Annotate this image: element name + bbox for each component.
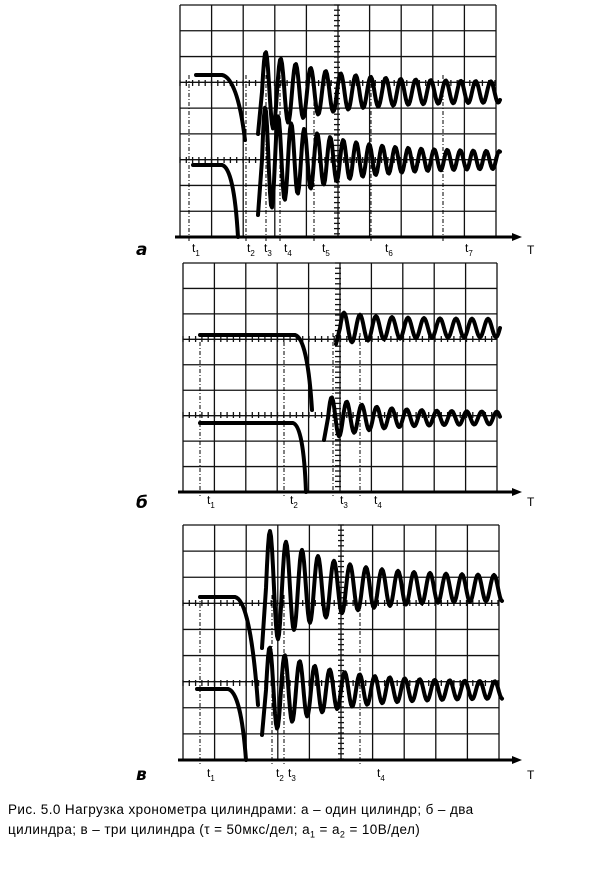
marker-label-index: 4 (377, 501, 382, 510)
time-marker-label: t2 (247, 241, 255, 258)
time-marker-label: t1 (207, 493, 215, 510)
marker-label-index: 2 (279, 774, 284, 783)
marker-label-index: 3 (343, 501, 348, 510)
marker-label-index: 1 (210, 501, 215, 510)
marker-label-index: 2 (293, 501, 298, 510)
signal-trace-2 (191, 105, 502, 239)
time-marker-label: t3 (288, 766, 296, 783)
marker-label-t: t (465, 241, 469, 255)
signal-trace-2 (198, 395, 502, 494)
time-marker-label: t2 (290, 493, 298, 510)
marker-label-t: t (284, 241, 288, 255)
time-marker-label: t1 (192, 241, 200, 258)
signal-trace-1 (198, 310, 502, 412)
marker-label-index: 4 (380, 774, 385, 783)
time-marker-label: t7 (465, 241, 473, 258)
marker-label-index: 6 (388, 249, 393, 258)
caption-subscript: 1 (310, 829, 316, 840)
panel-letter: б (136, 493, 148, 513)
time-marker-label: t6 (385, 241, 393, 258)
marker-label-t: t (385, 241, 389, 255)
figure-caption: Рис. 5.0 Нагрузка хронометра цилиндрами:… (8, 800, 474, 845)
marker-label-t: t (288, 766, 292, 780)
caption-line-2: цилиндра; в – три цилиндра (τ = 50мкс/де… (8, 820, 474, 845)
marker-label-t: t (374, 493, 378, 507)
marker-label-index: 7 (468, 249, 473, 258)
axis-label-T: T (527, 495, 535, 509)
caption-subscript: 2 (339, 829, 346, 840)
marker-label-index: 2 (250, 249, 255, 258)
marker-label-t: t (377, 766, 381, 780)
graticule-grid (179, 4, 497, 238)
time-marker-label: t4 (284, 241, 292, 258)
signal-trace-1 (198, 529, 504, 707)
time-marker-label: t3 (264, 241, 272, 258)
marker-label-index: 3 (267, 249, 272, 258)
marker-label-index: 1 (195, 249, 200, 258)
caption-text: = 10В/дел) (345, 822, 421, 837)
time-marker-label: t5 (322, 241, 330, 258)
axis-label-T: T (527, 243, 535, 257)
time-marker-label: t1 (207, 766, 215, 783)
marker-label-t: t (322, 241, 326, 255)
time-marker-label: t4 (377, 766, 385, 783)
marker-label-t: t (247, 241, 251, 255)
panel-letter: в (136, 765, 147, 785)
axis-arrow-icon (512, 756, 522, 764)
marker-label-t: t (192, 241, 196, 255)
time-marker-label: t2 (276, 766, 284, 783)
axis-arrow-icon (512, 233, 522, 241)
marker-label-index: 4 (287, 249, 292, 258)
time-marker-label: t4 (374, 493, 382, 510)
signal-trace-1 (194, 50, 502, 142)
graticule-grid (182, 524, 500, 761)
marker-label-index: 3 (291, 774, 296, 783)
marker-label-t: t (207, 493, 211, 507)
oscillogram-panel-a: а Tt1 t2 t3 t4 t5 t6 t7 (136, 4, 535, 260)
signal-trace-2 (195, 645, 504, 762)
caption-text: = a (315, 822, 340, 837)
caption-line-1: Рис. 5.0 Нагрузка хронометра цилиндрами:… (8, 802, 474, 817)
marker-label-t: t (264, 241, 268, 255)
axis-label-T: T (527, 768, 535, 782)
marker-label-t: t (276, 766, 280, 780)
marker-label-t: t (290, 493, 294, 507)
oscillogram-panel-b: б Tt1 t2 t3 t4 (136, 262, 535, 513)
graticule-grid (182, 262, 498, 493)
marker-label-index: 1 (210, 774, 215, 783)
panel-letter: а (136, 240, 147, 260)
marker-label-t: t (340, 493, 344, 507)
time-marker-label: t3 (340, 493, 348, 510)
marker-label-index: 5 (325, 249, 330, 258)
marker-label-t: t (207, 766, 211, 780)
caption-text: цилиндра; в – три цилиндра (τ = 50мкс/де… (8, 822, 310, 837)
axis-arrow-icon (512, 488, 522, 496)
oscillogram-panel-c: в Tt1 t2 t3 t4 (136, 524, 535, 785)
